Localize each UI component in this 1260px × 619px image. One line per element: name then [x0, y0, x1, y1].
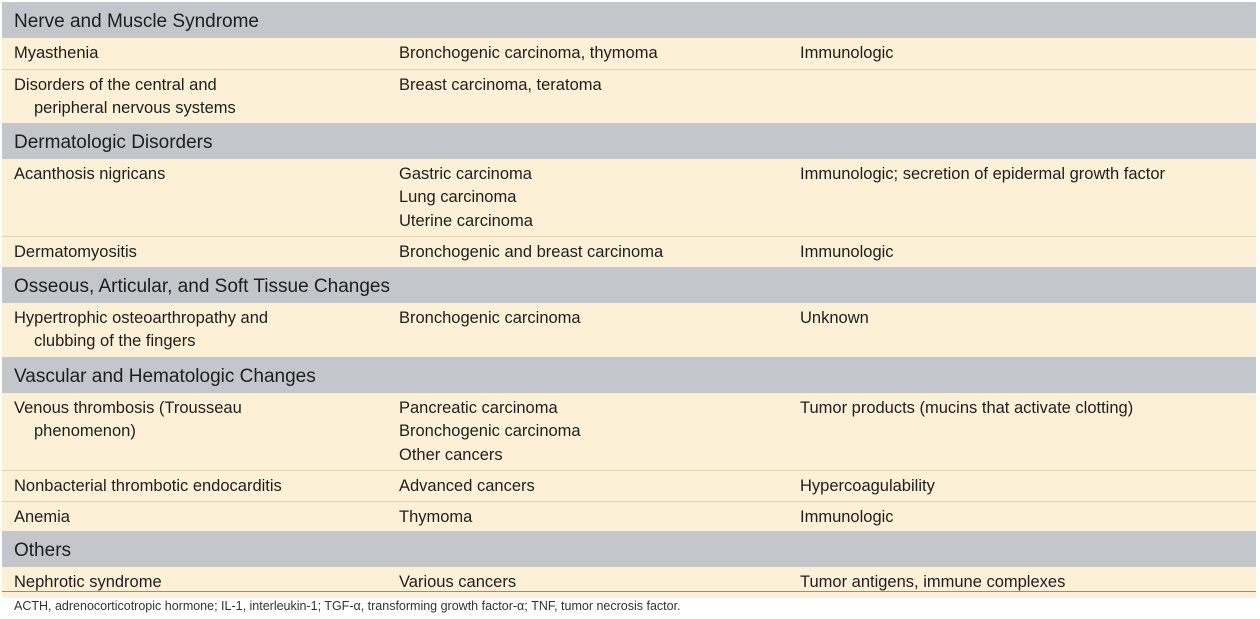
- condition-cell: Anemia: [14, 506, 384, 530]
- cell-text: Unknown: [800, 308, 869, 327]
- cell-text: Breast carcinoma, teratoma: [399, 75, 602, 94]
- condition-cell: Hypertrophic osteoarthropathy and clubbin…: [14, 307, 384, 354]
- tumor-cell: Bronchogenic carcinoma, thymoma: [399, 42, 789, 66]
- cell-text: Nephrotic syndrome: [14, 573, 162, 591]
- table-row: Disorders of the central and peripheral n…: [2, 68, 1256, 123]
- table-row: Venous thrombosis (Trousseau phenomenon) P…: [2, 392, 1256, 470]
- table-section: Others Nephrotic syndrome Various cancers T…: [2, 531, 1256, 598]
- cell-text: Bronchogenic carcinoma: [399, 422, 581, 440]
- cell-text: Various cancers: [399, 573, 517, 591]
- cell-text: Venous thrombosis (Trousseau: [14, 398, 242, 417]
- table-row: Nephrotic syndrome Various cancers Tumor a…: [2, 567, 1256, 598]
- cell-text: Anemia: [14, 507, 70, 526]
- table-section: Osseous, Articular, and Soft Tissue Chan…: [2, 266, 1256, 357]
- condition-cell: Myasthenia: [14, 42, 384, 66]
- cell-text: Tumor antigens, immune complexes: [800, 573, 1066, 591]
- section-header: Others: [2, 531, 1256, 567]
- condition-cell: Nonbacterial thrombotic endocarditis: [14, 475, 384, 499]
- cell-text: Thymoma: [399, 507, 473, 526]
- cell-text: Bronchogenic carcinoma, thymoma: [399, 44, 658, 62]
- tumor-cell: Pancreatic carcinoma Bronchogenic carcino…: [399, 397, 789, 468]
- cell-text: Other cancers: [399, 445, 503, 464]
- cell-text: Tumor products (mucins that activate clo…: [800, 398, 1134, 417]
- table-section: Vascular and Hematologic Changes Venous t…: [2, 356, 1256, 531]
- section-header: Vascular and Hematologic Changes: [2, 356, 1256, 393]
- cell-text: Gastric carcinoma: [399, 164, 532, 183]
- mechanism-cell: Immunologic: [800, 42, 1250, 66]
- section-header: Dermatologic Disorders: [2, 122, 1256, 159]
- syndrome-table: Nerve and Muscle Syndrome Myasthenia Bronc…: [2, 2, 1256, 598]
- cell-text: peripheral nervous systems: [34, 99, 236, 117]
- cell-text: Uterine carcinoma: [399, 211, 533, 230]
- cell-text: Acanthosis nigricans: [14, 164, 166, 183]
- table-row: Hypertrophic osteoarthropathy and clubbin…: [2, 302, 1256, 357]
- cell-text: Immunologic; secretion of epidermal grow…: [800, 164, 1165, 183]
- tumor-cell: Bronchogenic carcinoma: [399, 307, 789, 331]
- table-row: Myasthenia Bronchogenic carcinoma, thymom…: [2, 38, 1256, 69]
- cell-text: phenomenon): [34, 422, 136, 440]
- mechanism-cell: Unknown: [800, 307, 1250, 331]
- table-section: Dermatologic Disorders Acanthosis nigrica…: [2, 122, 1256, 267]
- section-header: Osseous, Articular, and Soft Tissue Chan…: [2, 266, 1256, 303]
- table-row: Acanthosis nigricans Gastric carcinoma Lun…: [2, 158, 1256, 236]
- table-row: Anemia Thymoma Immunologic: [2, 500, 1256, 531]
- mechanism-cell: Tumor products (mucins that activate clo…: [800, 397, 1250, 421]
- cell-text: Immunologic: [800, 44, 894, 62]
- cell-text: Hypercoagulability: [800, 477, 935, 495]
- tumor-cell: Various cancers: [399, 571, 789, 595]
- condition-cell: Dermatomyositis: [14, 241, 384, 265]
- cell-text: Immunologic: [800, 507, 894, 526]
- condition-cell: Disorders of the central and peripheral n…: [14, 74, 384, 121]
- mechanism-cell: Immunologic: [800, 241, 1250, 265]
- tumor-cell: Thymoma: [399, 506, 789, 530]
- tumor-cell: Advanced cancers: [399, 475, 789, 499]
- cell-text: Advanced cancers: [399, 477, 535, 495]
- tumor-cell: Breast carcinoma, teratoma: [399, 74, 789, 98]
- table-footnote: ACTH, adrenocorticotropic hormone; IL-1,…: [14, 599, 681, 613]
- mechanism-cell: Immunologic: [800, 506, 1250, 530]
- cell-text: Dermatomyositis: [14, 243, 137, 261]
- cell-text: clubbing of the fingers: [34, 332, 196, 350]
- tumor-cell: Gastric carcinoma Lung carcinoma Uterine c…: [399, 163, 789, 234]
- cell-text: Hypertrophic osteoarthropathy and: [14, 308, 269, 327]
- mechanism-cell: Immunologic; secretion of epidermal grow…: [800, 163, 1250, 187]
- cell-text: Nonbacterial thrombotic endocarditis: [14, 477, 282, 495]
- cell-text: Lung carcinoma: [399, 188, 517, 206]
- table-bottom-rule: [2, 591, 1256, 592]
- table-row: Dermatomyositis Bronchogenic and breast c…: [2, 236, 1256, 267]
- cell-text: Bronchogenic carcinoma: [399, 308, 581, 327]
- tumor-cell: Bronchogenic and breast carcinoma: [399, 241, 789, 265]
- cell-text: Pancreatic carcinoma: [399, 398, 558, 417]
- condition-cell: Nephrotic syndrome: [14, 571, 384, 595]
- section-header: Nerve and Muscle Syndrome: [2, 2, 1256, 38]
- mechanism-cell: Hypercoagulability: [800, 475, 1250, 499]
- condition-cell: Venous thrombosis (Trousseau phenomenon): [14, 397, 384, 444]
- condition-cell: Acanthosis nigricans: [14, 163, 384, 187]
- mechanism-cell: Tumor antigens, immune complexes: [800, 571, 1250, 595]
- cell-text: Bronchogenic and breast carcinoma: [399, 243, 664, 261]
- cell-text: Disorders of the central and: [14, 75, 217, 94]
- table-section: Nerve and Muscle Syndrome Myasthenia Bronc…: [2, 2, 1256, 123]
- table-row: Nonbacterial thrombotic endocarditis Adva…: [2, 470, 1256, 501]
- cell-text: Immunologic: [800, 243, 894, 261]
- cell-text: Myasthenia: [14, 44, 99, 62]
